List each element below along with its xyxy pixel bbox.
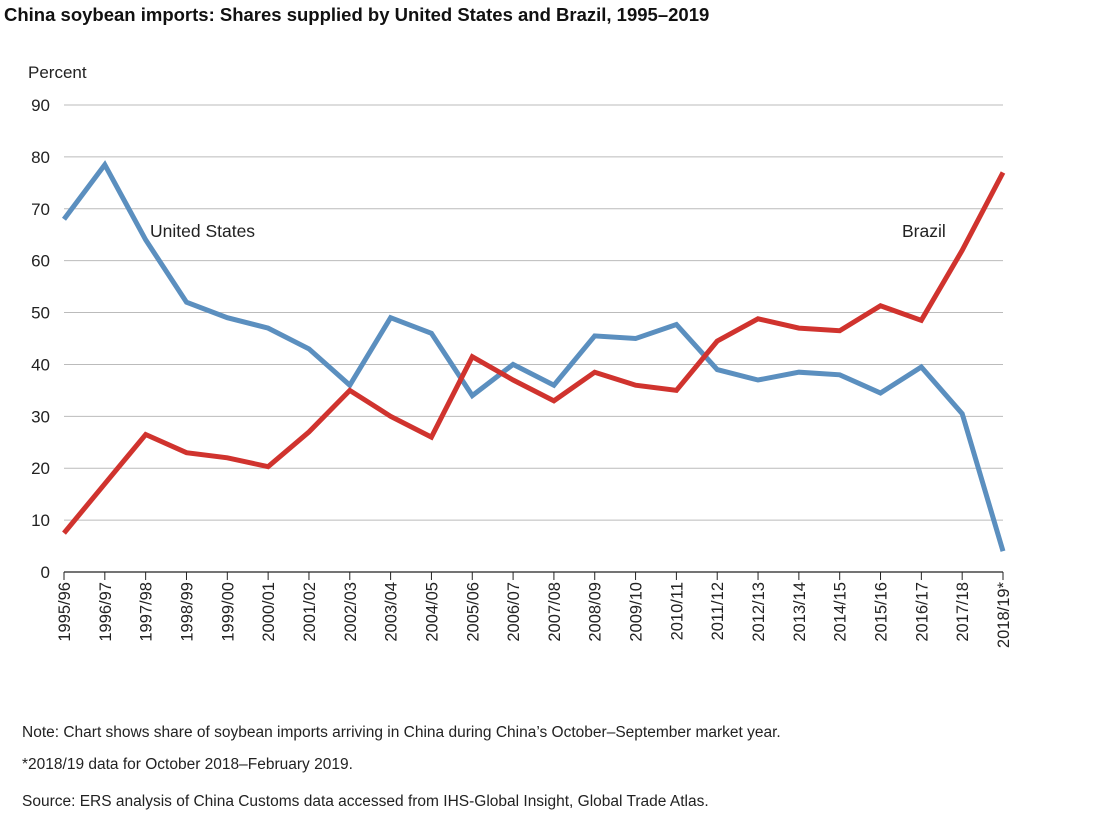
y-tick-label: 50 <box>31 304 50 323</box>
x-tick-label: 2003/04 <box>383 582 401 642</box>
x-tick-label: 2017/18 <box>954 582 972 642</box>
y-tick-label: 70 <box>31 200 50 219</box>
x-tick-label: 2002/03 <box>342 582 360 642</box>
x-tick-label: 2013/14 <box>791 582 809 642</box>
chart-source: Source: ERS analysis of China Customs da… <box>22 793 709 810</box>
x-tick-label: 2014/15 <box>832 582 850 642</box>
series-line-united-states <box>61 160 1006 552</box>
chart-note: Note: Chart shows share of soybean impor… <box>22 724 781 741</box>
chart-footnote: *2018/19 data for October 2018–February … <box>22 756 353 773</box>
x-tick-label: 1995/96 <box>56 582 74 642</box>
x-tick-label: 2008/09 <box>587 582 605 642</box>
chart-title: China soybean imports: Shares supplied b… <box>4 4 709 25</box>
x-tick-label: 2012/13 <box>750 582 768 642</box>
x-tick-label: 2009/10 <box>628 582 646 642</box>
y-tick-label: 10 <box>31 511 50 530</box>
x-tick-label: 2016/17 <box>913 582 931 642</box>
y-tick-label: 20 <box>31 459 50 478</box>
x-tick-label: 2001/02 <box>301 582 319 642</box>
y-tick-label: 80 <box>31 148 50 167</box>
x-tick-label: 1997/98 <box>138 582 156 642</box>
y-tick-label: 90 <box>31 96 50 115</box>
y-axis-label: Percent <box>28 63 87 82</box>
line-chart: China soybean imports: Shares supplied b… <box>4 4 1013 648</box>
x-tick-label: 1999/00 <box>219 582 237 642</box>
y-tick-label: 60 <box>31 252 50 271</box>
y-tick-label: 30 <box>31 407 50 426</box>
series-line-brazil <box>62 171 1006 535</box>
series-label-brazil: Brazil <box>902 221 946 241</box>
x-tick-label: 2006/07 <box>505 582 523 642</box>
x-tick-label: 2018/19* <box>995 581 1013 648</box>
x-tick-label: 2000/01 <box>260 582 278 642</box>
x-tick-label: 2010/11 <box>668 582 686 640</box>
x-tick-label: 2011/12 <box>709 582 727 640</box>
x-tick-label: 2004/05 <box>423 582 441 642</box>
y-tick-label: 40 <box>31 355 50 374</box>
x-tick-label: 2007/08 <box>546 582 564 642</box>
x-tick-label: 2015/16 <box>873 582 891 642</box>
series-label-united-states: United States <box>150 221 255 241</box>
x-tick-label: 2005/06 <box>464 582 482 642</box>
y-tick-label: 0 <box>41 563 50 582</box>
x-tick-label: 1998/99 <box>178 582 196 642</box>
x-tick-label: 1996/97 <box>97 582 115 642</box>
